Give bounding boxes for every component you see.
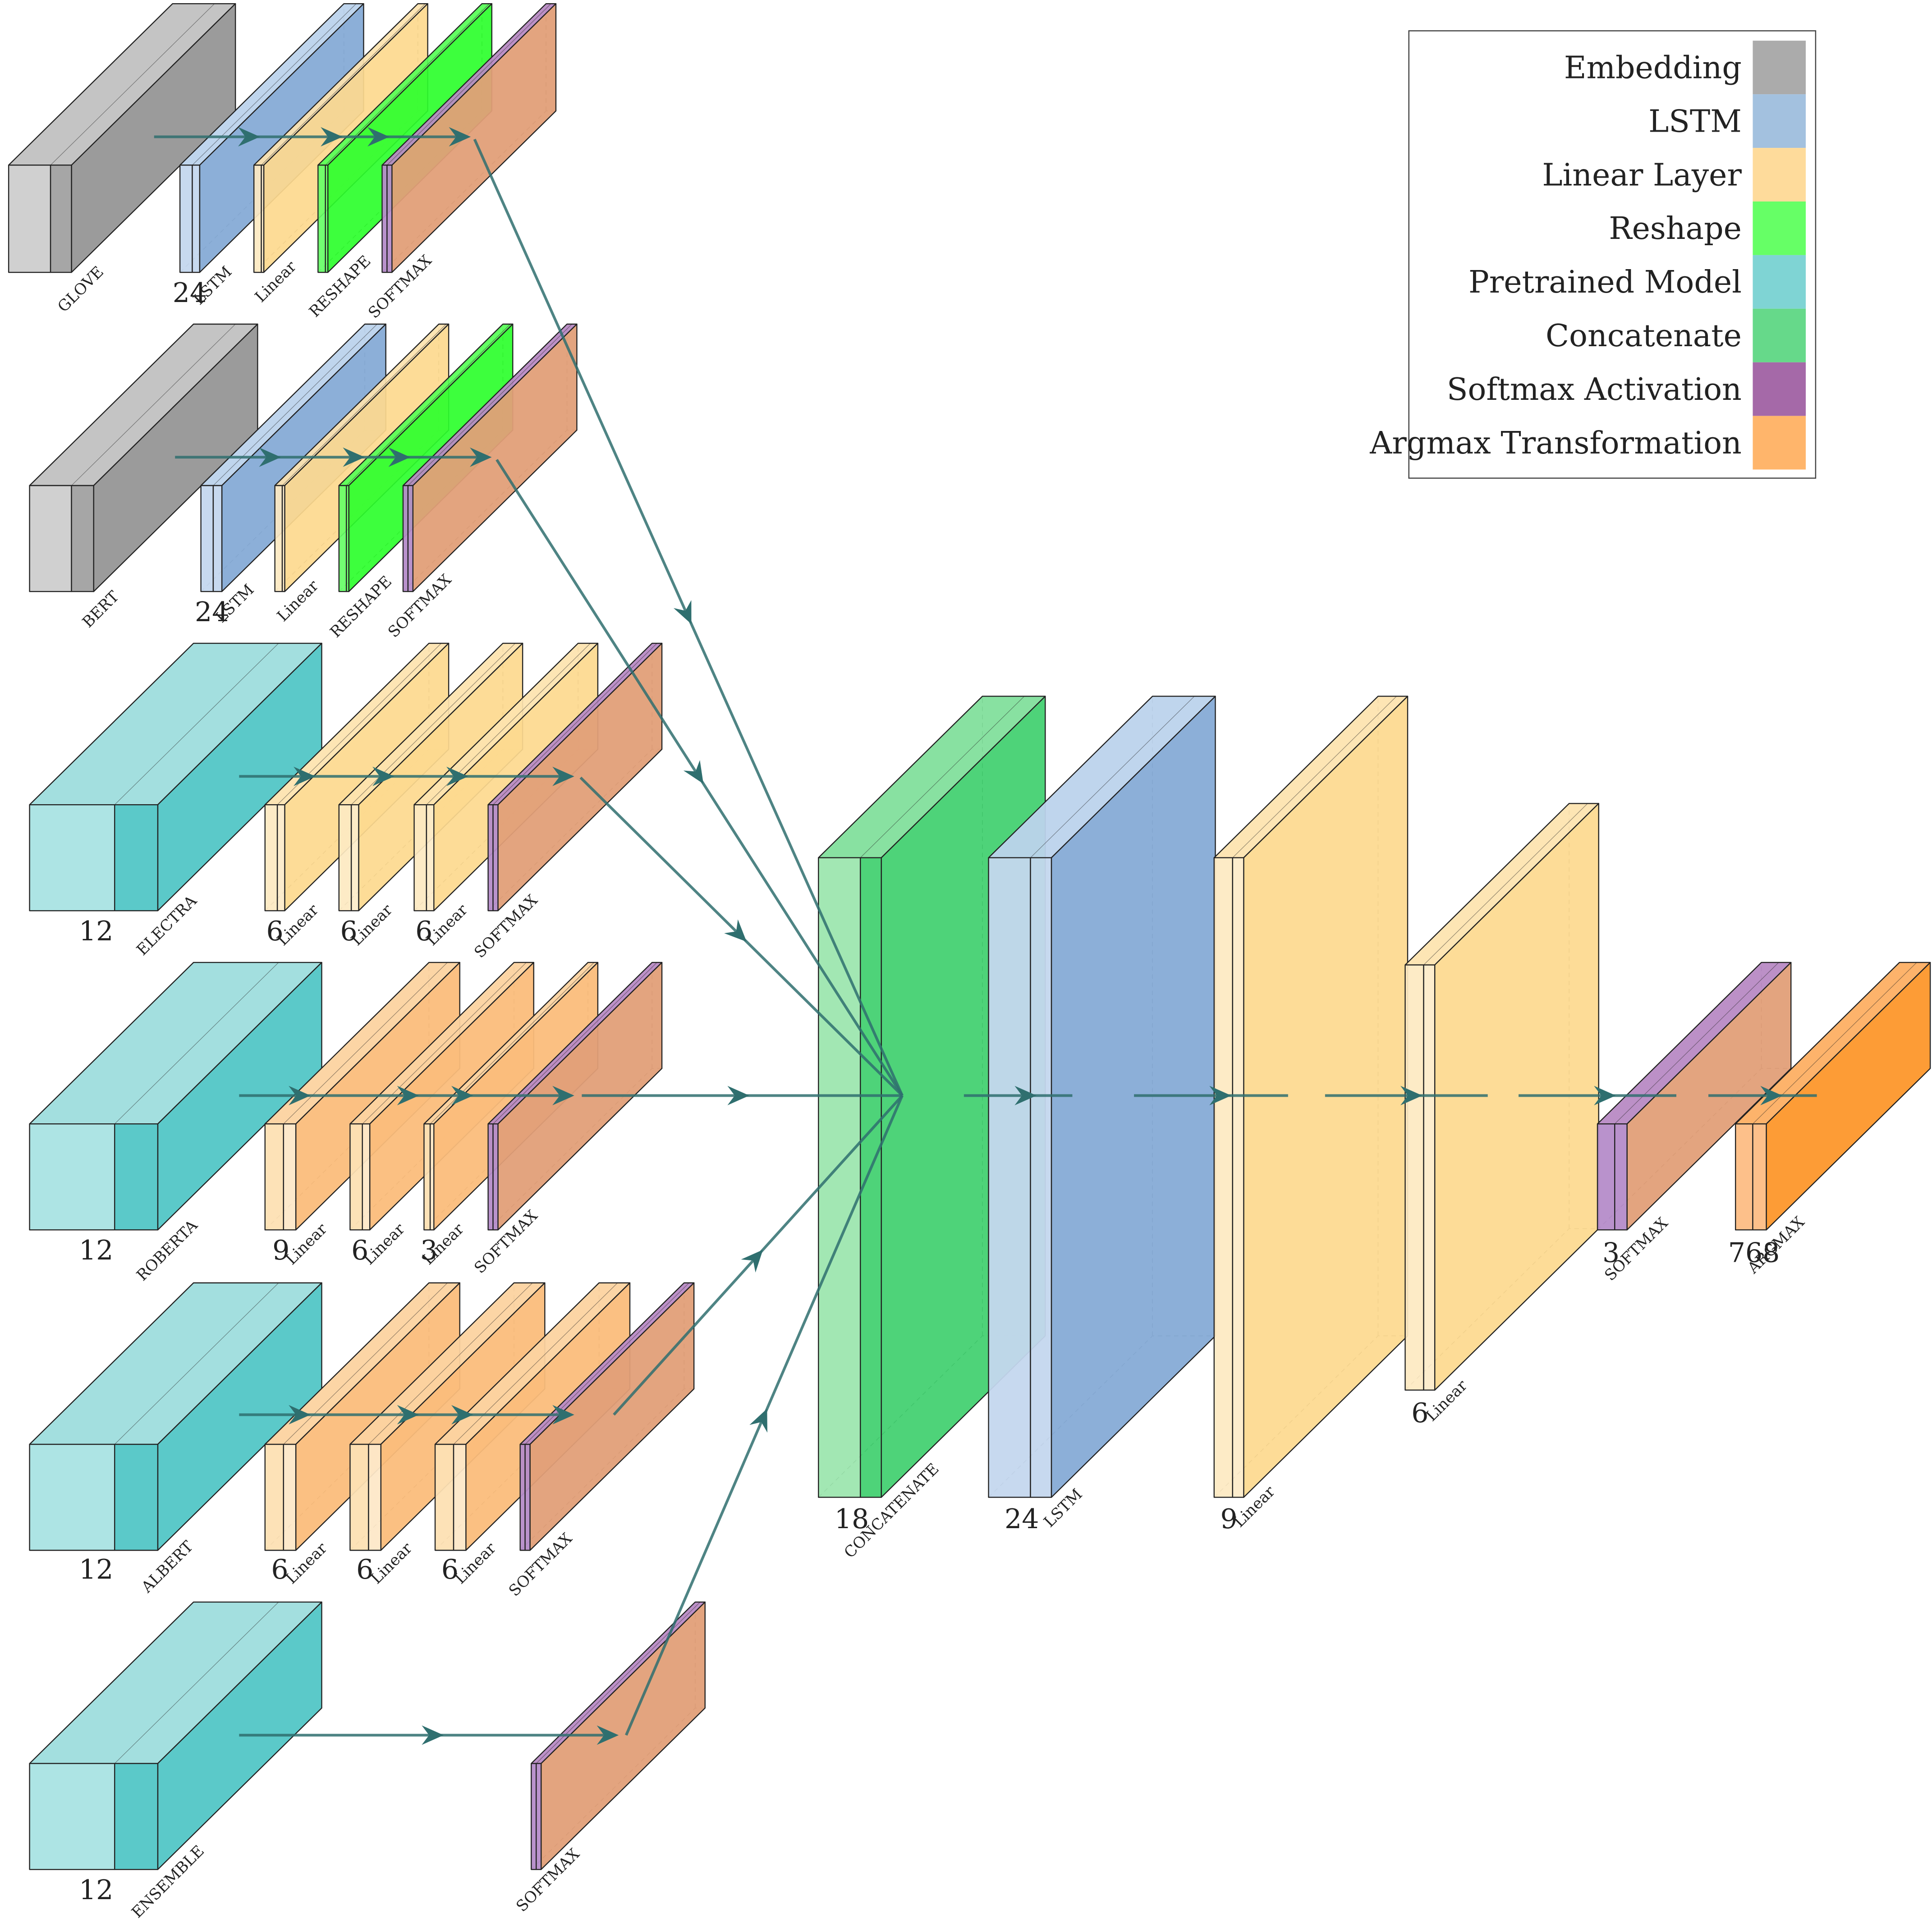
legend-swatch-pretrained-model bbox=[1753, 255, 1806, 309]
size-roberta-3: 6 bbox=[351, 1235, 368, 1266]
arrow-merge-5-b bbox=[757, 1095, 904, 1256]
legend: Embedding LSTM Linear Layer Reshape Pretrain… bbox=[1369, 30, 1817, 479]
legend-swatch-reshape bbox=[1753, 201, 1806, 255]
size-glove-2: 24 bbox=[173, 277, 207, 309]
legend-swatch-softmax-activation bbox=[1753, 362, 1806, 416]
size-albert-4: 6 bbox=[441, 1554, 459, 1585]
size-roberta-1: 12 bbox=[79, 1235, 113, 1266]
legend-label-concatenate: Concatenate bbox=[1546, 318, 1742, 354]
legend-swatch-lstm bbox=[1753, 94, 1806, 148]
arrow-merge-1-a bbox=[473, 138, 692, 624]
size-main-3: 9 bbox=[1220, 1503, 1237, 1535]
arrow-merge-6-b bbox=[763, 1095, 904, 1416]
legend-label-embedding: Embedding bbox=[1564, 50, 1742, 86]
legend-swatch-linear-layer bbox=[1753, 148, 1806, 202]
size-roberta-2: 9 bbox=[272, 1235, 289, 1266]
arrow-merge-1-b bbox=[687, 617, 904, 1096]
block-ensemble-2-softmax bbox=[531, 1601, 706, 1870]
block-electra-5-softmax bbox=[487, 642, 663, 911]
legend-swatch-embedding bbox=[1753, 41, 1806, 95]
block-main-2-lstm bbox=[988, 696, 1216, 1498]
size-main-5: 3 bbox=[1602, 1237, 1620, 1269]
arrow-merge-5-a bbox=[613, 1250, 763, 1416]
block-main-4-linear bbox=[1404, 803, 1599, 1391]
size-main-4: 6 bbox=[1411, 1397, 1428, 1429]
size-ensemble-1: 12 bbox=[79, 1874, 113, 1906]
flow-arrows bbox=[154, 127, 1817, 1745]
arrow-merge-6-a bbox=[625, 1408, 767, 1736]
size-main-6: 768 bbox=[1728, 1237, 1780, 1269]
size-albert-2: 6 bbox=[271, 1554, 288, 1585]
block-bert-5-softmax bbox=[402, 323, 578, 592]
size-bert-2: 24 bbox=[195, 596, 229, 628]
size-electra-3: 6 bbox=[340, 916, 358, 947]
block-roberta-5-softmax bbox=[487, 962, 663, 1231]
legend-label-pretrained-model: Pretrained Model bbox=[1469, 265, 1742, 300]
size-electra-1: 12 bbox=[79, 916, 113, 947]
name-bert-4: RESHAPE bbox=[326, 572, 395, 641]
arrow-merge-3-a bbox=[579, 776, 747, 942]
block-roberta-1-pretrained bbox=[29, 962, 322, 1231]
size-roberta-4: 3 bbox=[420, 1235, 437, 1266]
layer-blocks bbox=[8, 3, 1931, 1870]
arrow-merge-2-a bbox=[496, 459, 704, 784]
arrow-merge-2-b bbox=[698, 777, 904, 1096]
size-electra-4: 6 bbox=[415, 916, 432, 947]
size-main-2: 24 bbox=[1005, 1503, 1039, 1535]
name-glove-4: RESHAPE bbox=[306, 252, 374, 321]
size-albert-1: 12 bbox=[79, 1554, 113, 1585]
size-albert-3: 6 bbox=[356, 1554, 373, 1585]
size-electra-2: 6 bbox=[266, 916, 284, 947]
legend-label-reshape: Reshape bbox=[1609, 211, 1741, 247]
block-albert-1-pretrained bbox=[29, 1282, 322, 1551]
block-main-6-argmax bbox=[1735, 962, 1931, 1231]
legend-box bbox=[1408, 30, 1817, 479]
arrow-merge-3-b bbox=[740, 935, 904, 1097]
block-glove-5-softmax bbox=[381, 3, 557, 273]
legend-label-lstm: LSTM bbox=[1648, 104, 1742, 139]
legend-label-softmax-activation: Softmax Activation bbox=[1447, 372, 1742, 408]
size-main-1: 18 bbox=[835, 1503, 869, 1535]
block-albert-5-softmax bbox=[519, 1282, 695, 1551]
legend-swatch-argmax-transformation bbox=[1753, 416, 1806, 470]
legend-label-linear-layer: Linear Layer bbox=[1542, 157, 1742, 193]
legend-swatch-concatenate bbox=[1753, 308, 1806, 362]
name-bert-1: BERT bbox=[79, 587, 123, 631]
legend-label-argmax-transformation: Argmax Transformation bbox=[1369, 426, 1742, 461]
